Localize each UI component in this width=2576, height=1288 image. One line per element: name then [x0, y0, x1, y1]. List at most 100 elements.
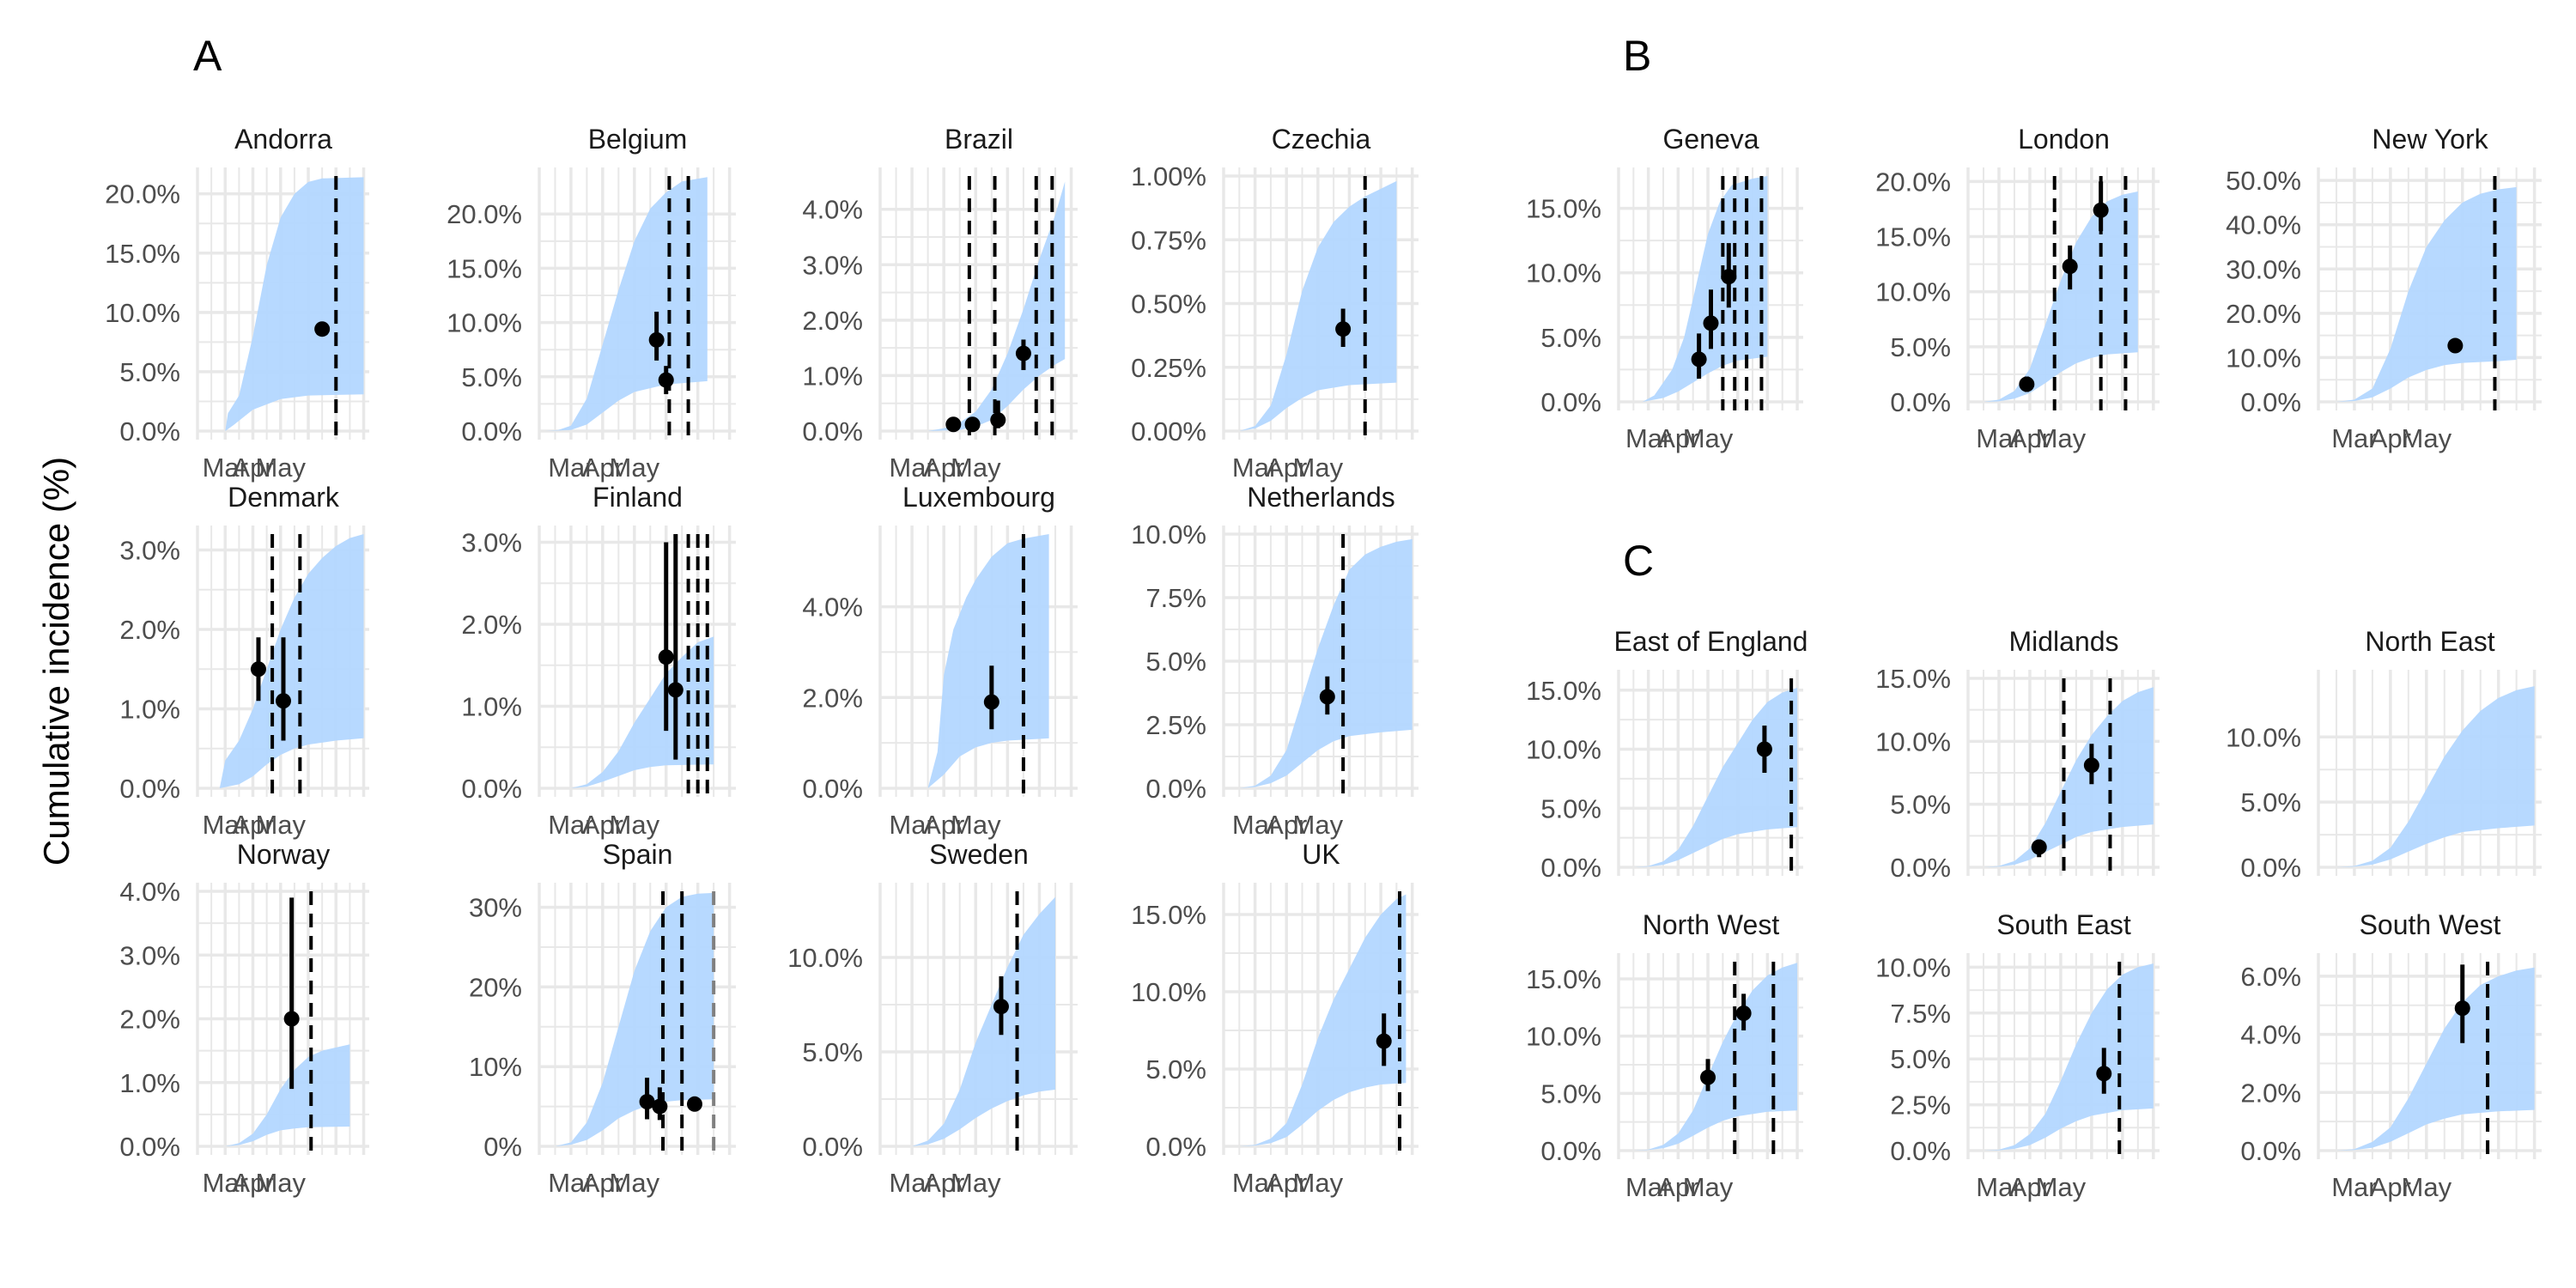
x-tick-label: May — [951, 1168, 1001, 1198]
x-tick-label: May — [2402, 423, 2452, 453]
x-tick-label: May — [255, 810, 306, 840]
y-tick-label: 5.0% — [1540, 323, 1601, 353]
data-point — [983, 694, 999, 710]
y-tick-label: 15.0% — [447, 253, 522, 283]
uncertainty-band — [1984, 687, 2154, 867]
y-tick-label: 10.0% — [1131, 519, 1206, 550]
y-tick-label: 10.0% — [2226, 722, 2301, 752]
x-tick-label: Mar — [548, 810, 593, 840]
y-tick-label: 0.0% — [119, 416, 180, 447]
y-tick-label: 5.0% — [1890, 790, 1951, 820]
uncertainty-band — [1642, 176, 1768, 402]
y-tick-label: 5.0% — [461, 362, 522, 392]
x-tick-label: Apr — [1266, 1168, 1307, 1198]
y-tick-label: 40.0% — [2226, 210, 2301, 240]
data-point — [1335, 321, 1352, 337]
data-point — [1700, 1069, 1716, 1085]
y-tick-label: 4.0% — [2240, 1020, 2301, 1050]
y-tick-label: 3.0% — [119, 940, 180, 970]
y-tick-label: 0.75% — [1131, 225, 1206, 255]
uncertainty-band — [912, 896, 1055, 1146]
y-tick-label: 2.5% — [1145, 710, 1206, 740]
x-tick-label: May — [2036, 1172, 2087, 1202]
y-tick-label: 3.0% — [119, 536, 180, 566]
uncertainty-band — [1239, 538, 1413, 788]
uncertainty-band — [225, 177, 364, 431]
y-tick-label: 5.0% — [1890, 1044, 1951, 1074]
uncertainty-band — [555, 892, 714, 1146]
panel-north-east: 0.0% 5.0% 10.0% North East — [2226, 626, 2542, 883]
x-tick-label: Apr — [923, 453, 964, 483]
x-tick-label: Mar — [1976, 423, 2021, 453]
panels: 0.0%5.0%10.0%15.0%20.0%MarAprMayAndorra0… — [105, 124, 2542, 1202]
y-tick-label: 2.0% — [2240, 1078, 2301, 1108]
y-tick-label: 0.0% — [1890, 853, 1951, 883]
x-tick-label: May — [255, 453, 306, 483]
x-tick-label: Apr — [1266, 453, 1307, 483]
x-tick-label: Mar — [1232, 453, 1278, 483]
data-point — [652, 1098, 668, 1115]
x-tick-label: Mar — [548, 453, 593, 483]
panel-east-of-england: 0.0% 5.0% 10.0% 15.0% East of England — [1526, 626, 1807, 883]
x-tick-label: Apr — [1657, 423, 1698, 453]
data-point — [2083, 757, 2099, 774]
panel-title: South West — [2360, 909, 2501, 940]
uncertainty-band — [2336, 967, 2535, 1151]
panel-title: Netherlands — [1247, 482, 1395, 513]
panel-title: East of England — [1614, 626, 1808, 657]
y-tick-label: 4.0% — [802, 592, 863, 623]
y-tick-label: 15.0% — [1526, 194, 1601, 224]
data-point — [1735, 1005, 1752, 1021]
y-tick-label: 2.0% — [119, 1005, 180, 1035]
y-tick-label: 0.0% — [2240, 853, 2301, 883]
y-tick-label: 6.0% — [2240, 962, 2301, 992]
y-tick-label: 0.0% — [1145, 1132, 1206, 1162]
data-point — [276, 693, 291, 709]
y-tick-label: 2.0% — [119, 615, 180, 645]
section-label-b: B — [1623, 32, 1651, 80]
y-tick-label: 20% — [469, 972, 522, 1002]
section-label-c: C — [1623, 537, 1654, 585]
data-point — [2062, 258, 2078, 275]
y-tick-label: 2.0% — [802, 306, 863, 336]
y-tick-label: 30% — [469, 893, 522, 923]
x-tick-label: Mar — [203, 810, 248, 840]
y-tick-label: 5.0% — [1540, 793, 1601, 823]
y-tick-label: 3.0% — [461, 528, 522, 558]
y-tick-label: 10.0% — [787, 943, 863, 973]
panel-title: London — [2018, 124, 2110, 155]
data-point — [1376, 1033, 1392, 1049]
y-tick-label: 15.0% — [1131, 900, 1206, 930]
data-point — [1721, 269, 1737, 285]
x-tick-label: Mar — [1625, 423, 1671, 453]
panel-title: Geneva — [1662, 124, 1759, 155]
y-tick-label: 1.0% — [461, 692, 522, 722]
data-point — [639, 1094, 655, 1110]
y-tick-label: 30.0% — [2226, 254, 2301, 284]
y-tick-label: 0.0% — [461, 416, 522, 447]
section-label-a: A — [193, 32, 222, 80]
y-tick-label: 5.0% — [119, 357, 180, 387]
x-tick-label: Mar — [203, 1168, 248, 1198]
data-point — [658, 649, 674, 665]
x-tick-label: Mar — [889, 810, 934, 840]
y-tick-label: 2.5% — [1890, 1091, 1951, 1121]
x-tick-label: Apr — [2370, 423, 2411, 453]
x-tick-label: Apr — [923, 1168, 964, 1198]
y-tick-label: 10.0% — [1875, 952, 1951, 982]
x-tick-label: May — [1293, 1168, 1344, 1198]
y-tick-label: 10.0% — [1875, 726, 1951, 756]
x-tick-label: Apr — [582, 453, 623, 483]
y-tick-label: 0.25% — [1131, 353, 1206, 383]
y-tick-label: 2.0% — [461, 610, 522, 640]
x-tick-label: May — [1293, 810, 1344, 840]
y-tick-label: 4.0% — [119, 877, 180, 907]
